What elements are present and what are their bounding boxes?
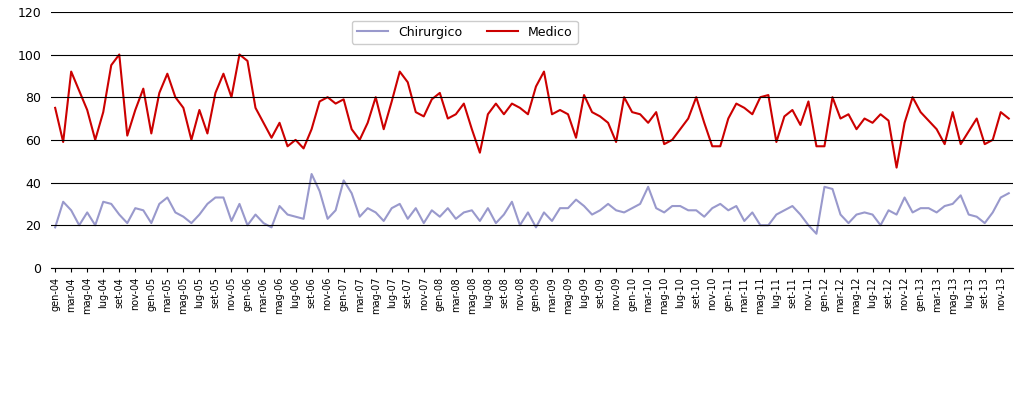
Chirurgico [586,212,598,217]
Medico [49,106,61,110]
Medico [586,110,598,115]
Medico [258,121,270,125]
Chirurgico [986,210,998,215]
Chirurgico [818,184,831,189]
Chirurgico [714,202,726,206]
Medico [114,52,126,57]
Medico [890,165,902,170]
Line: Chirurgico: Chirurgico [55,174,1009,234]
Chirurgico [49,225,61,230]
Chirurgico [810,231,822,236]
Medico [1003,116,1015,121]
Chirurgico [250,212,262,217]
Medico [810,144,822,149]
Chirurgico [313,189,325,193]
Line: Medico: Medico [55,54,1009,167]
Legend: Chirurgico, Medico: Chirurgico, Medico [352,20,578,44]
Medico [313,99,325,104]
Chirurgico [306,172,318,177]
Medico [986,138,998,142]
Chirurgico [1003,191,1015,195]
Medico [714,144,726,149]
